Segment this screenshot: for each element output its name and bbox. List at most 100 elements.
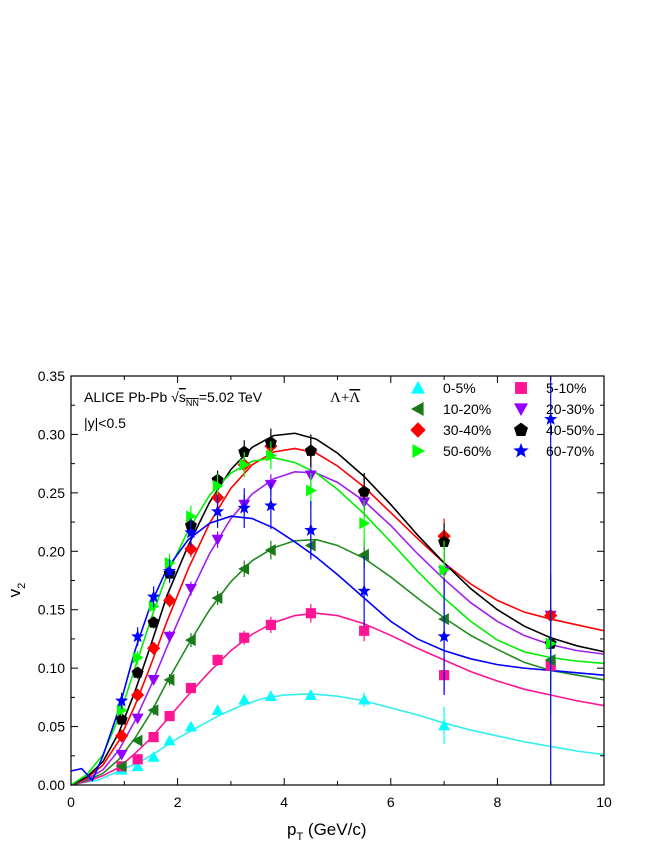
- x-tick-label: 6: [387, 794, 395, 810]
- point-60-70pct: [147, 589, 161, 603]
- point-60-70pct: [544, 412, 558, 425]
- point-60-70pct: [304, 523, 318, 536]
- point-30-40pct: [115, 729, 129, 743]
- data-markers: [115, 376, 558, 785]
- point-5-10pct: [148, 731, 159, 743]
- point-0-5pct: [131, 760, 144, 772]
- annotation-experiment: ALICE Pb-Pb √sNN=5.02 TeV: [84, 389, 263, 408]
- point-0-5pct: [358, 693, 371, 705]
- point-60-70pct: [211, 504, 225, 518]
- legend-label-20-30pct: 20-30%: [546, 401, 594, 417]
- y-tick-label: 0.10: [38, 660, 65, 676]
- point-5-10pct: [164, 710, 175, 722]
- point-40-50pct: [131, 666, 144, 678]
- annotation-rapidity: |y|<0.5: [84, 415, 126, 431]
- point-5-10pct: [359, 625, 370, 636]
- point-5-10pct: [239, 632, 250, 643]
- legend-label-0-5pct: 0-5%: [443, 380, 476, 396]
- point-30-40pct: [147, 641, 161, 655]
- curve-50-60pct: [70, 456, 605, 786]
- point-30-40pct: [163, 593, 177, 607]
- point-10-20pct: [131, 734, 143, 747]
- legend-marker-30-40pct: [410, 422, 426, 438]
- x-tick-label: 2: [174, 794, 182, 810]
- point-40-50pct: [304, 444, 317, 456]
- energy-value: =5.02 TeV: [199, 389, 263, 405]
- point-20-30pct: [147, 675, 160, 686]
- point-0-5pct: [163, 734, 176, 746]
- point-10-20pct: [211, 592, 223, 605]
- point-10-20pct: [147, 704, 159, 717]
- point-40-50pct: [238, 445, 251, 458]
- point-20-30pct: [131, 713, 144, 725]
- legend-label-50-60pct: 50-60%: [443, 443, 491, 459]
- point-20-30pct: [163, 631, 176, 643]
- y-tick-label: 0.25: [38, 485, 65, 501]
- legend-label-60-70pct: 60-70%: [546, 443, 594, 459]
- point-30-40pct: [131, 688, 145, 702]
- legend-marker-0-5pct: [411, 381, 425, 394]
- annotation-particle: Λ+Λ: [330, 390, 360, 406]
- point-60-70pct: [163, 564, 177, 577]
- point-50-60pct: [545, 637, 557, 650]
- x-tick-label: 10: [596, 794, 612, 810]
- curve-30-40pct: [70, 447, 605, 786]
- point-50-60pct: [266, 449, 277, 462]
- s-subscript: NN: [186, 398, 199, 408]
- point-5-10pct: [265, 619, 276, 631]
- legend-marker-20-30pct: [514, 403, 528, 416]
- point-60-70pct: [264, 498, 278, 512]
- point-5-10pct: [212, 654, 223, 666]
- point-20-30pct: [211, 534, 224, 546]
- point-50-60pct: [306, 484, 317, 497]
- point-5-10pct: [132, 754, 143, 765]
- y-tick-label: 0.05: [38, 719, 65, 735]
- s-symbol: s: [179, 389, 186, 405]
- legend-marker-60-70pct: [513, 442, 529, 458]
- y-tick-label: 0.35: [38, 368, 65, 384]
- point-0-5pct: [238, 693, 251, 705]
- sqrt-sign: √: [171, 389, 179, 405]
- point-10-20pct: [184, 634, 196, 647]
- legend-marker-5-10pct: [515, 382, 527, 394]
- point-0-5pct: [264, 690, 277, 701]
- x-tick-label: 8: [494, 794, 502, 810]
- point-40-50pct: [358, 485, 371, 497]
- point-5-10pct: [185, 682, 197, 694]
- point-40-50pct: [147, 616, 160, 628]
- point-0-5pct: [438, 719, 451, 731]
- legend-marker-10-20pct: [411, 402, 424, 416]
- point-10-20pct: [238, 562, 250, 575]
- point-50-60pct: [212, 479, 224, 492]
- legend: 0-5% 5-10% 10-20% 20-30% 30-40% 40-50% 50-60% 6…: [410, 380, 594, 459]
- point-50-60pct: [186, 510, 197, 523]
- anti-lambda: Λ: [349, 390, 360, 406]
- point-0-5pct: [211, 704, 224, 716]
- legend-label-30-40pct: 30-40%: [443, 422, 491, 438]
- point-0-5pct: [184, 720, 197, 732]
- point-10-20pct: [163, 673, 175, 686]
- x-tick-label: 4: [280, 794, 288, 810]
- point-50-60pct: [132, 651, 144, 664]
- point-10-20pct: [358, 548, 369, 561]
- point-60-70pct: [131, 629, 145, 643]
- point-50-60pct: [116, 704, 128, 717]
- point-20-30pct: [184, 583, 197, 595]
- y-tick-label: 0.20: [38, 543, 65, 559]
- point-50-60pct: [359, 517, 371, 530]
- point-60-70pct: [357, 584, 371, 597]
- x-axis-label: pT (GeV/c): [287, 820, 367, 843]
- legend-label-10-20pct: 10-20%: [443, 401, 491, 417]
- point-60-70pct: [237, 501, 251, 514]
- point-10-20pct: [115, 760, 127, 773]
- point-50-60pct: [439, 563, 451, 576]
- curve-10-20pct: [70, 538, 605, 786]
- y-tick-label: 0.00: [38, 777, 65, 793]
- y-axis-label: v2: [5, 583, 28, 598]
- point-40-50pct: [115, 713, 128, 725]
- point-50-60pct: [239, 458, 251, 471]
- legend-label-5-10pct: 5-10%: [546, 380, 586, 396]
- legend-marker-50-60pct: [412, 444, 425, 458]
- point-0-5pct: [147, 750, 160, 762]
